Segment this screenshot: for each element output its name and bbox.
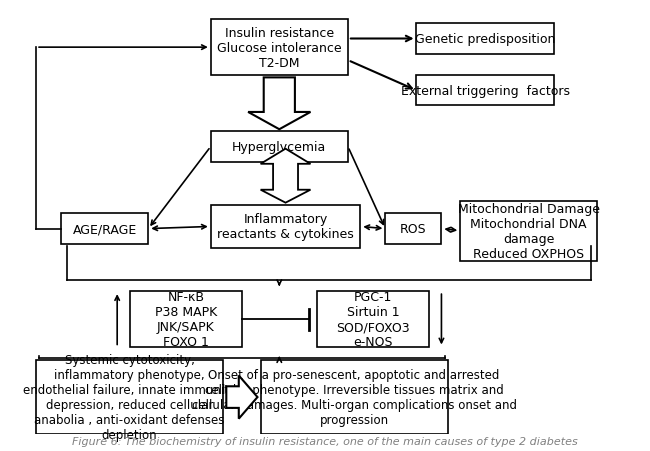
Text: Genetic predisposition: Genetic predisposition [415, 33, 555, 46]
FancyBboxPatch shape [317, 292, 429, 348]
Text: ROS: ROS [400, 223, 426, 235]
Text: NF-κB
P38 MAPK
JNK/SAPK
FOXO 1: NF-κB P38 MAPK JNK/SAPK FOXO 1 [155, 291, 217, 349]
FancyBboxPatch shape [211, 132, 348, 162]
Text: Figure 6: The biochemistry of insulin resistance, one of the main causes of type: Figure 6: The biochemistry of insulin re… [72, 437, 578, 446]
FancyBboxPatch shape [417, 76, 554, 106]
FancyBboxPatch shape [417, 24, 554, 55]
FancyBboxPatch shape [211, 205, 360, 249]
Text: Mitochondrial Damage
Mitochondrial DNA
damage
Reduced OXPHOS: Mitochondrial Damage Mitochondrial DNA d… [458, 202, 600, 260]
Text: Insulin resistance
Glucose intolerance
T2-DM: Insulin resistance Glucose intolerance T… [217, 27, 342, 69]
FancyBboxPatch shape [385, 214, 441, 244]
FancyBboxPatch shape [460, 201, 597, 262]
Text: Systemic cytotoxicity,
inflammatory phenotype,
endothelial failure, innate immun: Systemic cytotoxicity, inflammatory phen… [23, 353, 236, 441]
Text: Hyperglycemia: Hyperglycemia [232, 141, 326, 154]
FancyBboxPatch shape [129, 292, 242, 348]
FancyBboxPatch shape [36, 360, 223, 434]
Text: PGC-1
Sirtuin 1
SOD/FOXO3
e-NOS: PGC-1 Sirtuin 1 SOD/FOXO3 e-NOS [336, 291, 410, 349]
Text: AGE/RAGE: AGE/RAGE [73, 223, 137, 235]
Text: Inflammatory
reactants & cytokines: Inflammatory reactants & cytokines [217, 213, 354, 241]
FancyBboxPatch shape [61, 214, 148, 244]
Text: Onset of a pro-senescent, apoptotic and arrested
cellular phenotype. Irreversibl: Onset of a pro-senescent, apoptotic and … [192, 368, 517, 426]
Text: External triggering  factors: External triggering factors [400, 85, 569, 97]
Polygon shape [261, 149, 311, 203]
Polygon shape [248, 78, 311, 130]
Polygon shape [226, 376, 257, 419]
FancyBboxPatch shape [211, 20, 348, 76]
FancyBboxPatch shape [261, 360, 448, 434]
